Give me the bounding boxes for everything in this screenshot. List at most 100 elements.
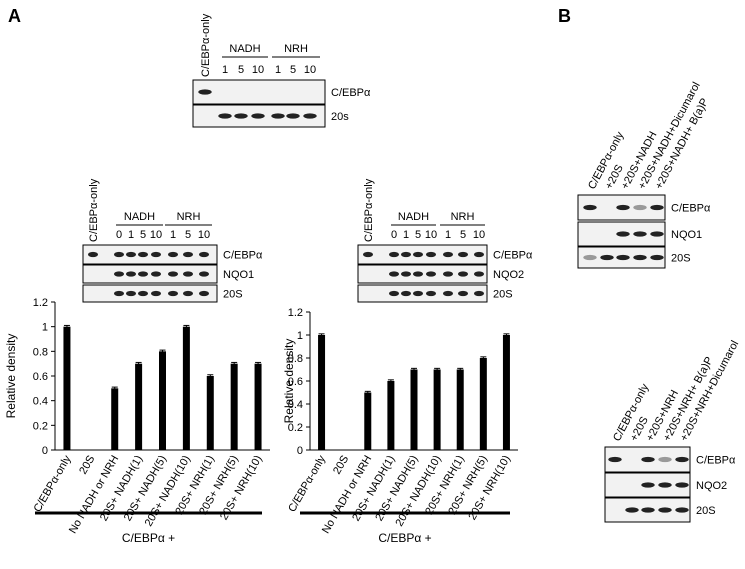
blot-band xyxy=(182,271,194,277)
y-tick-label: 1 xyxy=(297,330,303,342)
row-label: C/EBPα xyxy=(223,250,263,262)
blot-band xyxy=(616,254,630,261)
row-label: NQO1 xyxy=(671,229,702,241)
lane-number: 1 xyxy=(128,229,134,241)
bar xyxy=(456,369,464,450)
lane-number: 10 xyxy=(425,229,437,241)
blot-band xyxy=(473,251,485,258)
blot-band xyxy=(641,482,655,488)
bar xyxy=(206,376,214,450)
lane-number: 5 xyxy=(460,229,466,241)
bar xyxy=(479,358,487,450)
blot-band xyxy=(137,290,149,297)
lane-number: 1 xyxy=(403,229,409,241)
group-label: NRH xyxy=(451,211,475,223)
blot-band xyxy=(150,290,162,297)
blot-band xyxy=(616,231,630,237)
y-tick-label: 0.2 xyxy=(288,422,303,434)
blot-band xyxy=(388,271,400,277)
blot-strip xyxy=(192,79,326,105)
blot-strip xyxy=(82,284,218,303)
blot-band xyxy=(425,251,437,258)
blot-band xyxy=(457,271,469,277)
blot-band xyxy=(125,251,137,258)
bar xyxy=(364,392,372,450)
bar xyxy=(111,388,119,450)
blot-strip xyxy=(82,244,218,265)
panel-label: A xyxy=(8,6,21,26)
blot-band xyxy=(182,290,194,297)
y-tick-label: 0.4 xyxy=(288,399,303,411)
blot-band xyxy=(633,204,647,211)
y-tick-label: 0.6 xyxy=(288,376,303,388)
x-tick-label: C/EBPα-only xyxy=(32,453,74,514)
blot-band xyxy=(641,507,655,513)
blot-band xyxy=(675,507,689,513)
lane-number: 10 xyxy=(252,64,264,76)
lane-number: 5 xyxy=(415,229,421,241)
blot-band xyxy=(650,204,664,211)
blot-band xyxy=(442,271,454,277)
lane-number: 1 xyxy=(222,64,228,76)
blot-strip xyxy=(82,264,218,284)
blot-band xyxy=(251,113,265,119)
blot-band xyxy=(198,89,212,95)
blot-band xyxy=(137,271,149,277)
row-label: C/EBPα xyxy=(671,203,711,215)
blot-band xyxy=(113,271,125,277)
blot-band xyxy=(633,254,647,261)
bar xyxy=(502,335,510,450)
blot-band xyxy=(658,482,672,488)
y-tick-label: 0.6 xyxy=(33,371,48,383)
blot-band xyxy=(167,251,179,258)
blot-band xyxy=(608,456,622,463)
blot-band xyxy=(303,113,317,119)
lane-number: 0 xyxy=(391,229,397,241)
group-label: NADH xyxy=(229,43,260,55)
blot-band xyxy=(425,271,437,277)
blot-band xyxy=(442,290,454,297)
blot-band xyxy=(600,254,614,261)
blot-band xyxy=(167,271,179,277)
bar xyxy=(159,351,166,450)
lane-number: 10 xyxy=(150,229,162,241)
bar xyxy=(230,363,238,450)
y-tick-label: 0.8 xyxy=(288,353,303,365)
row-label: NQO2 xyxy=(493,269,524,281)
blot-band xyxy=(650,231,664,237)
y-tick-label: 1.2 xyxy=(288,307,303,319)
blot-band xyxy=(150,271,162,277)
row-label: C/EBPα xyxy=(331,87,371,99)
lane-number: 10 xyxy=(198,229,210,241)
row-label: 20S xyxy=(671,253,691,265)
blot-band xyxy=(198,251,210,258)
lane-number: 1 xyxy=(170,229,176,241)
panel-label: B xyxy=(558,6,571,26)
blot-band xyxy=(583,204,597,211)
blot-band xyxy=(286,113,300,119)
blot-band xyxy=(234,113,248,119)
bar xyxy=(387,381,395,450)
group-label: NADH xyxy=(398,211,429,223)
y-tick-label: 1.2 xyxy=(33,297,48,309)
blot-band xyxy=(675,482,689,488)
group-label: NADH xyxy=(124,211,155,223)
bar xyxy=(318,335,326,450)
blot-band xyxy=(388,290,400,297)
blot-band xyxy=(583,254,597,261)
blot-band xyxy=(125,290,137,297)
y-tick-label: 0.8 xyxy=(33,346,48,358)
blot-band xyxy=(271,113,285,119)
bar xyxy=(135,363,143,450)
lane-label: C/EBPα-only xyxy=(200,13,212,77)
group-label: NRH xyxy=(284,43,308,55)
blot-band xyxy=(425,290,437,297)
row-label: C/EBPα xyxy=(696,455,736,467)
lane-number: 0 xyxy=(116,229,122,241)
x-tick-label: C/EBPα-only xyxy=(286,453,328,514)
y-tick-label: 1 xyxy=(42,322,48,334)
bar xyxy=(254,363,262,450)
x-tick-label: 20S xyxy=(77,454,97,477)
blot-band xyxy=(658,456,672,463)
y-tick-label: 0 xyxy=(297,445,303,457)
